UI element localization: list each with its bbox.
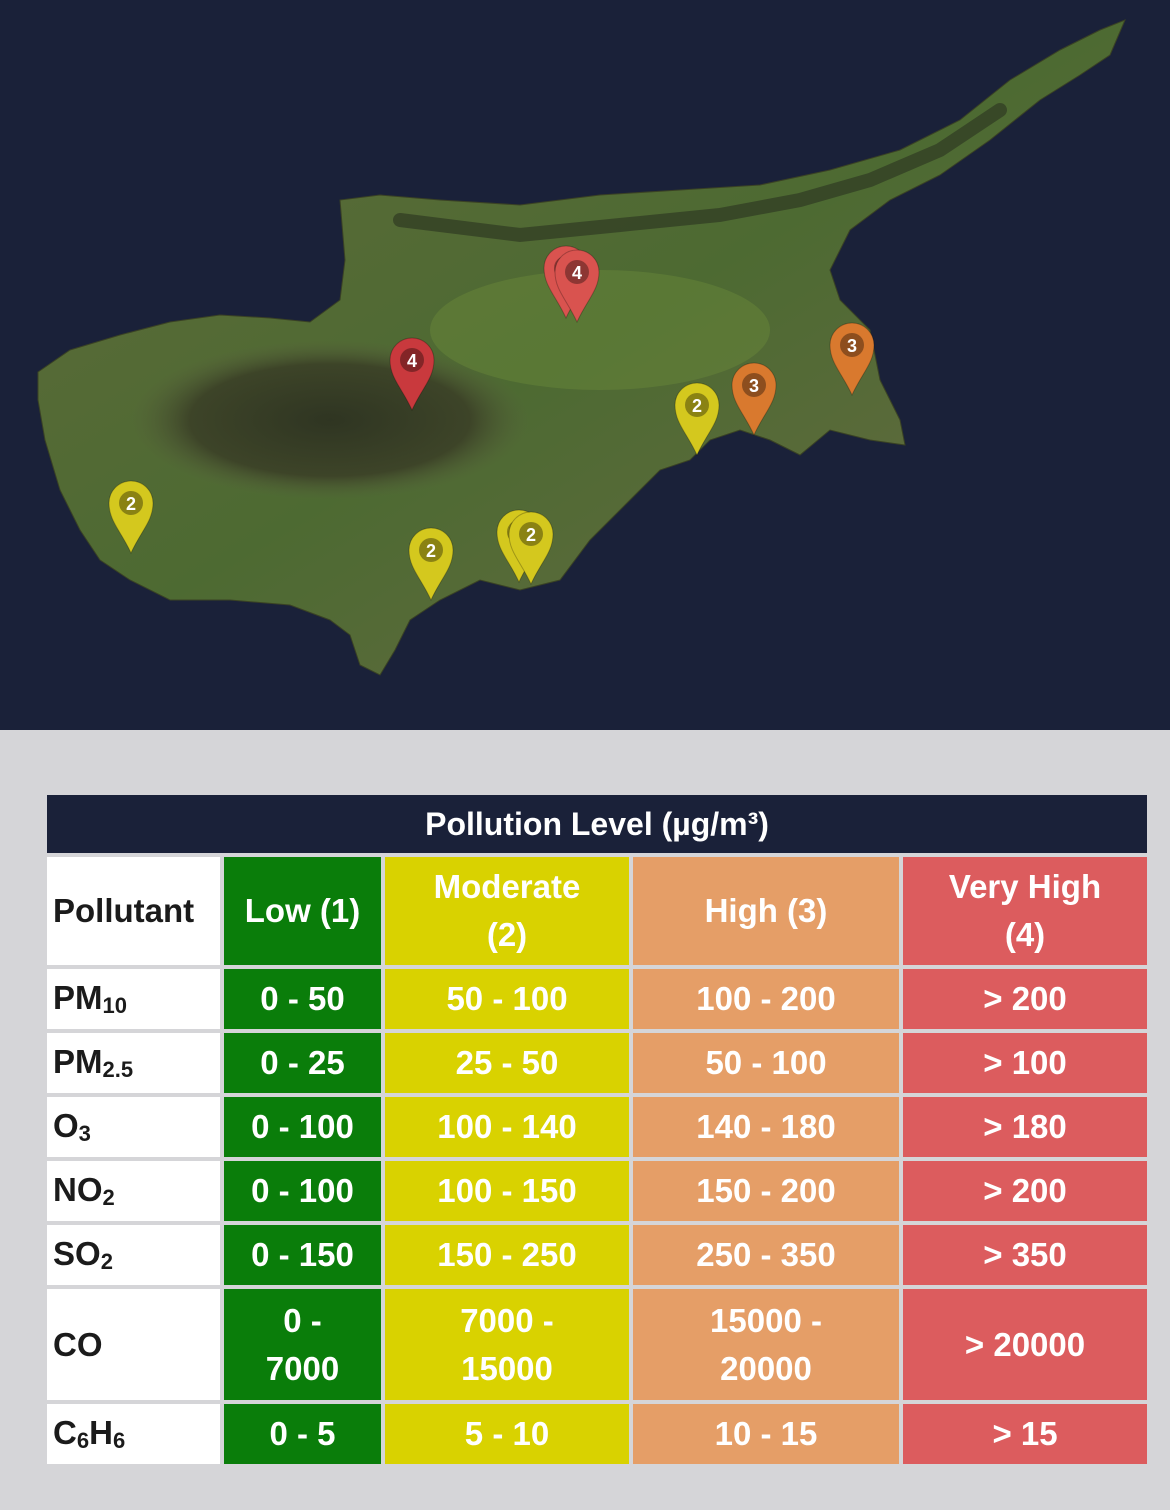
pollutant-pm25: PM2.5 <box>47 1033 220 1093</box>
header-very-high: Very High (4) <box>903 857 1148 965</box>
cell-high: 140 - 180 <box>633 1097 899 1157</box>
cell-very-high: > 350 <box>903 1225 1148 1285</box>
marker-troodos-north[interactable]: 4 <box>389 337 435 412</box>
pollutant-c6h6: C6H6 <box>47 1404 220 1464</box>
header-moderate: Moderate (2) <box>385 857 629 965</box>
cell-moderate: 25 - 50 <box>385 1033 629 1093</box>
marker-nicosia-b[interactable]: 4 <box>554 249 600 324</box>
cell-low: 0 -7000 <box>224 1289 381 1400</box>
map-pin-icon <box>408 527 454 602</box>
map-pin-icon <box>731 362 777 437</box>
cell-high: 250 - 350 <box>633 1225 899 1285</box>
table-header-row: Pollutant Low (1) Moderate (2) High (3) V… <box>47 857 1148 965</box>
marker-larnaca[interactable]: 2 <box>674 382 720 457</box>
cell-high: 150 - 200 <box>633 1161 899 1221</box>
cell-moderate: 100 - 140 <box>385 1097 629 1157</box>
marker-level-label: 2 <box>126 494 136 514</box>
pollutant-no2: NO2 <box>47 1161 220 1221</box>
map-pin-icon <box>674 382 720 457</box>
cyprus-map[interactable]: 4443322222 <box>0 0 1170 730</box>
cell-high: 50 - 100 <box>633 1033 899 1093</box>
marker-badge <box>400 348 424 372</box>
kyrenia-range <box>393 103 1007 243</box>
marker-famagusta[interactable]: 3 <box>829 322 875 397</box>
cell-very-high: > 180 <box>903 1097 1148 1157</box>
marker-level-label: 4 <box>572 263 582 283</box>
cell-very-high: > 100 <box>903 1033 1148 1093</box>
cell-very-high: > 15 <box>903 1404 1148 1464</box>
pollutant-o3: O3 <box>47 1097 220 1157</box>
marker-level-label: 3 <box>749 376 759 396</box>
marker-badge <box>119 491 143 515</box>
table-row: PM2.5 0 - 25 25 - 50 50 - 100 > 100 <box>47 1033 1148 1093</box>
marker-limassol-west[interactable]: 2 <box>408 527 454 602</box>
header-high: High (3) <box>633 857 899 965</box>
cell-high: 100 - 200 <box>633 969 899 1029</box>
cell-high: 10 - 15 <box>633 1404 899 1464</box>
marker-level-label: 3 <box>847 336 857 356</box>
marker-badge <box>419 538 443 562</box>
table-row: C6H6 0 - 5 5 - 10 10 - 15 > 15 <box>47 1404 1148 1464</box>
header-pollutant: Pollutant <box>47 857 220 965</box>
map-pin-icon <box>829 322 875 397</box>
cell-low: 0 - 5 <box>224 1404 381 1464</box>
cell-low: 0 - 50 <box>224 969 381 1029</box>
cell-low: 0 - 100 <box>224 1097 381 1157</box>
marker-badge <box>565 260 589 284</box>
marker-paphos[interactable]: 2 <box>108 480 154 555</box>
troodos-mountains <box>130 340 530 500</box>
cell-moderate: 150 - 250 <box>385 1225 629 1285</box>
map-pin-icon <box>554 249 600 324</box>
cell-very-high: > 200 <box>903 1161 1148 1221</box>
cell-moderate: 50 - 100 <box>385 969 629 1029</box>
pollutant-co: CO <box>47 1289 220 1400</box>
map-pin-icon <box>389 337 435 412</box>
cell-low: 0 - 25 <box>224 1033 381 1093</box>
map-pin-icon <box>108 480 154 555</box>
cell-moderate: 100 - 150 <box>385 1161 629 1221</box>
table-row: SO2 0 - 150 150 - 250 250 - 350 > 350 <box>47 1225 1148 1285</box>
mesaoria-plain <box>430 270 770 390</box>
marker-larnaca-north[interactable]: 3 <box>731 362 777 437</box>
cell-very-high: > 200 <box>903 969 1148 1029</box>
pollution-level-table: Pollution Level (µg/m³) Pollutant Low (1… <box>43 791 1152 1468</box>
map-pin-icon <box>508 511 554 586</box>
cell-low: 0 - 100 <box>224 1161 381 1221</box>
table-row: PM10 0 - 50 50 - 100 100 - 200 > 200 <box>47 969 1148 1029</box>
marker-level-label: 2 <box>426 541 436 561</box>
header-low: Low (1) <box>224 857 381 965</box>
cell-low: 0 - 150 <box>224 1225 381 1285</box>
cell-moderate: 5 - 10 <box>385 1404 629 1464</box>
marker-badge <box>840 333 864 357</box>
cell-very-high: > 20000 <box>903 1289 1148 1400</box>
cell-high: 15000 -20000 <box>633 1289 899 1400</box>
marker-level-label: 4 <box>407 351 417 371</box>
cell-moderate: 7000 -15000 <box>385 1289 629 1400</box>
pollutant-pm10: PM10 <box>47 969 220 1029</box>
marker-level-label: 2 <box>692 396 702 416</box>
marker-badge <box>742 373 766 397</box>
marker-badge <box>685 393 709 417</box>
table-row: O3 0 - 100 100 - 140 140 - 180 > 180 <box>47 1097 1148 1157</box>
marker-limassol-b[interactable]: 2 <box>508 511 554 586</box>
map-view[interactable]: 4443322222 <box>0 0 1170 730</box>
marker-badge <box>519 522 543 546</box>
table-title: Pollution Level (µg/m³) <box>47 795 1148 853</box>
table-row: NO2 0 - 100 100 - 150 150 - 200 > 200 <box>47 1161 1148 1221</box>
table-row: CO 0 -7000 7000 -15000 15000 -20000 > 20… <box>47 1289 1148 1400</box>
pollutant-so2: SO2 <box>47 1225 220 1285</box>
marker-level-label: 2 <box>526 525 536 545</box>
